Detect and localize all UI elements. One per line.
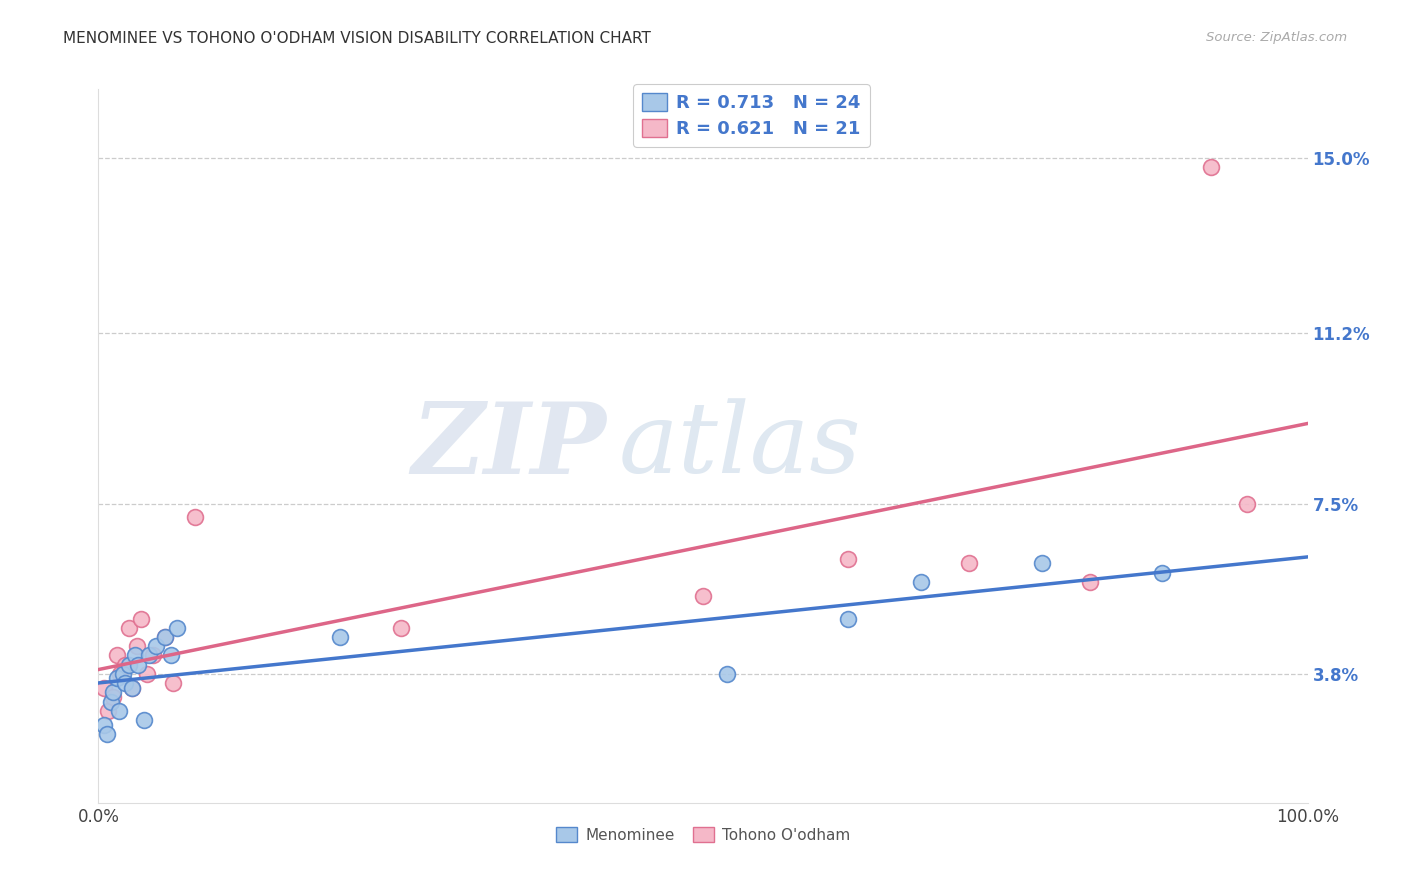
Point xyxy=(166,621,188,635)
Point xyxy=(100,694,122,708)
Legend: Menominee, Tohono O'odham: Menominee, Tohono O'odham xyxy=(550,821,856,848)
Point xyxy=(837,612,859,626)
Text: Source: ZipAtlas.com: Source: ZipAtlas.com xyxy=(1206,31,1347,45)
Text: MENOMINEE VS TOHONO O'ODHAM VISION DISABILITY CORRELATION CHART: MENOMINEE VS TOHONO O'ODHAM VISION DISAB… xyxy=(63,31,651,46)
Point xyxy=(114,657,136,672)
Point xyxy=(716,666,738,681)
Point xyxy=(184,510,207,524)
Point xyxy=(134,713,156,727)
Point xyxy=(1152,566,1174,580)
Point xyxy=(910,574,932,589)
Point xyxy=(121,681,143,695)
Point xyxy=(129,612,152,626)
Point xyxy=(101,685,124,699)
Point xyxy=(93,717,115,731)
Point xyxy=(93,681,115,695)
Point xyxy=(114,676,136,690)
Point xyxy=(97,704,120,718)
Point xyxy=(1078,574,1101,589)
Point xyxy=(138,648,160,663)
Point xyxy=(118,621,141,635)
Point xyxy=(160,648,183,663)
Point xyxy=(101,690,124,704)
Point xyxy=(142,648,165,663)
Point xyxy=(108,704,131,718)
Point xyxy=(124,648,146,663)
Point xyxy=(127,640,149,654)
Point xyxy=(108,666,131,681)
Point xyxy=(1199,161,1222,175)
Text: ZIP: ZIP xyxy=(412,398,606,494)
Point xyxy=(105,672,128,686)
Point xyxy=(111,666,134,681)
Point xyxy=(96,727,118,741)
Point xyxy=(118,657,141,672)
Point xyxy=(105,648,128,663)
Point xyxy=(389,621,412,635)
Point xyxy=(329,630,352,644)
Point xyxy=(162,676,184,690)
Point xyxy=(145,640,167,654)
Point xyxy=(837,551,859,566)
Text: atlas: atlas xyxy=(619,399,860,493)
Point xyxy=(153,630,176,644)
Point xyxy=(121,681,143,695)
Point xyxy=(135,666,157,681)
Point xyxy=(127,657,149,672)
Point xyxy=(1236,497,1258,511)
Point xyxy=(1031,557,1053,571)
Point xyxy=(153,630,176,644)
Point xyxy=(957,557,980,571)
Point xyxy=(692,589,714,603)
